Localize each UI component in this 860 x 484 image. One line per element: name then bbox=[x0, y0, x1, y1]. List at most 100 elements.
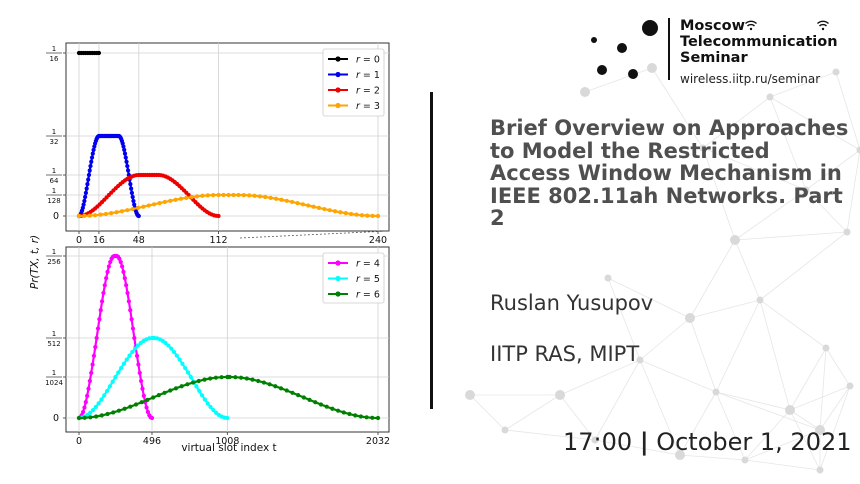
legend-marker bbox=[335, 71, 341, 78]
data-point bbox=[99, 299, 105, 304]
data-point bbox=[169, 346, 174, 351]
data-point bbox=[119, 365, 124, 371]
data-point bbox=[76, 415, 82, 421]
data-point bbox=[162, 390, 167, 395]
data-point bbox=[89, 155, 95, 160]
legend-label: r = 2 bbox=[356, 86, 380, 97]
seminar-url[interactable]: wireless.iitp.ru/seminar bbox=[680, 72, 821, 86]
wifi-icons bbox=[745, 20, 829, 31]
data-point bbox=[213, 410, 219, 415]
x-tick-label: 2032 bbox=[366, 436, 390, 447]
legend-label-value: = 0 bbox=[360, 55, 380, 66]
data-point bbox=[197, 388, 202, 394]
data-point bbox=[227, 374, 232, 380]
data-point bbox=[118, 259, 123, 265]
data-point bbox=[101, 290, 106, 296]
data-point bbox=[144, 405, 149, 410]
data-point bbox=[89, 159, 94, 164]
data-point bbox=[82, 415, 87, 420]
data-point bbox=[216, 192, 221, 198]
data-point bbox=[375, 415, 381, 421]
data-point bbox=[106, 264, 111, 269]
y-tick-denominator: 32 bbox=[50, 138, 59, 146]
data-point bbox=[88, 410, 93, 415]
data-point bbox=[95, 326, 101, 331]
data-point bbox=[208, 376, 213, 381]
data-point bbox=[318, 402, 324, 407]
data-point bbox=[130, 206, 135, 212]
data-point bbox=[168, 198, 173, 203]
data-point bbox=[244, 376, 249, 381]
data-point bbox=[185, 382, 190, 387]
data-point bbox=[205, 401, 210, 406]
legend-marker bbox=[335, 102, 341, 109]
data-point bbox=[96, 401, 101, 406]
data-point bbox=[370, 213, 375, 219]
y-tick-numerator: 1 bbox=[52, 187, 56, 195]
data-point bbox=[241, 192, 246, 198]
x-tick-label: 1008 bbox=[215, 436, 239, 447]
data-point bbox=[261, 380, 267, 385]
data-point bbox=[145, 397, 150, 402]
data-point bbox=[119, 209, 125, 214]
data-point bbox=[296, 393, 301, 398]
legend-label-variable: r bbox=[356, 86, 361, 97]
data-point bbox=[347, 411, 352, 417]
data-point bbox=[97, 317, 102, 322]
data-point bbox=[137, 370, 142, 375]
series-r6 bbox=[76, 374, 381, 421]
data-point bbox=[343, 211, 348, 216]
data-point bbox=[354, 212, 359, 217]
data-point bbox=[196, 378, 201, 384]
zoom-connector bbox=[239, 230, 390, 239]
data-point bbox=[278, 386, 284, 391]
data-point bbox=[129, 186, 134, 191]
data-point bbox=[341, 410, 346, 415]
data-point bbox=[116, 370, 121, 375]
data-point bbox=[184, 195, 189, 200]
data-point bbox=[122, 151, 128, 156]
legend-marker bbox=[335, 87, 341, 93]
data-point bbox=[133, 346, 138, 351]
data-point bbox=[139, 400, 144, 405]
x-tick-label: 240 bbox=[369, 235, 387, 246]
data-point bbox=[364, 415, 369, 420]
data-point bbox=[117, 256, 122, 261]
legend-label: r = 4 bbox=[356, 259, 380, 270]
data-point bbox=[104, 388, 110, 394]
seminar-logo-icon bbox=[591, 20, 658, 79]
data-point bbox=[87, 168, 92, 173]
data-point bbox=[111, 410, 116, 415]
series-r2 bbox=[76, 172, 221, 219]
data-point bbox=[130, 349, 135, 355]
data-point bbox=[365, 213, 370, 218]
data-point bbox=[82, 405, 87, 410]
data-point bbox=[88, 415, 93, 420]
data-point bbox=[349, 211, 354, 217]
data-point bbox=[103, 211, 108, 217]
data-point bbox=[335, 408, 341, 413]
data-point bbox=[90, 151, 95, 156]
data-point bbox=[116, 408, 122, 413]
data-point bbox=[202, 377, 207, 382]
data-point bbox=[122, 406, 127, 411]
legend-label: r = 6 bbox=[356, 290, 380, 301]
legend-label: r = 5 bbox=[356, 274, 380, 285]
data-point bbox=[173, 386, 179, 391]
data-point bbox=[126, 299, 131, 304]
data-point bbox=[231, 192, 236, 198]
data-point bbox=[146, 203, 151, 208]
legend-label-value: = 5 bbox=[360, 274, 380, 285]
x-tick-label: 16 bbox=[93, 235, 105, 246]
data-point bbox=[177, 357, 182, 362]
data-point bbox=[82, 198, 87, 204]
data-point bbox=[109, 211, 114, 216]
data-point bbox=[149, 415, 155, 421]
seminar-title-line-1: Moscow bbox=[680, 18, 745, 34]
data-point bbox=[307, 397, 312, 402]
data-point bbox=[156, 393, 161, 398]
data-point bbox=[121, 361, 127, 366]
series-r4 bbox=[76, 253, 155, 421]
y-tick-numerator: 1 bbox=[52, 369, 56, 377]
